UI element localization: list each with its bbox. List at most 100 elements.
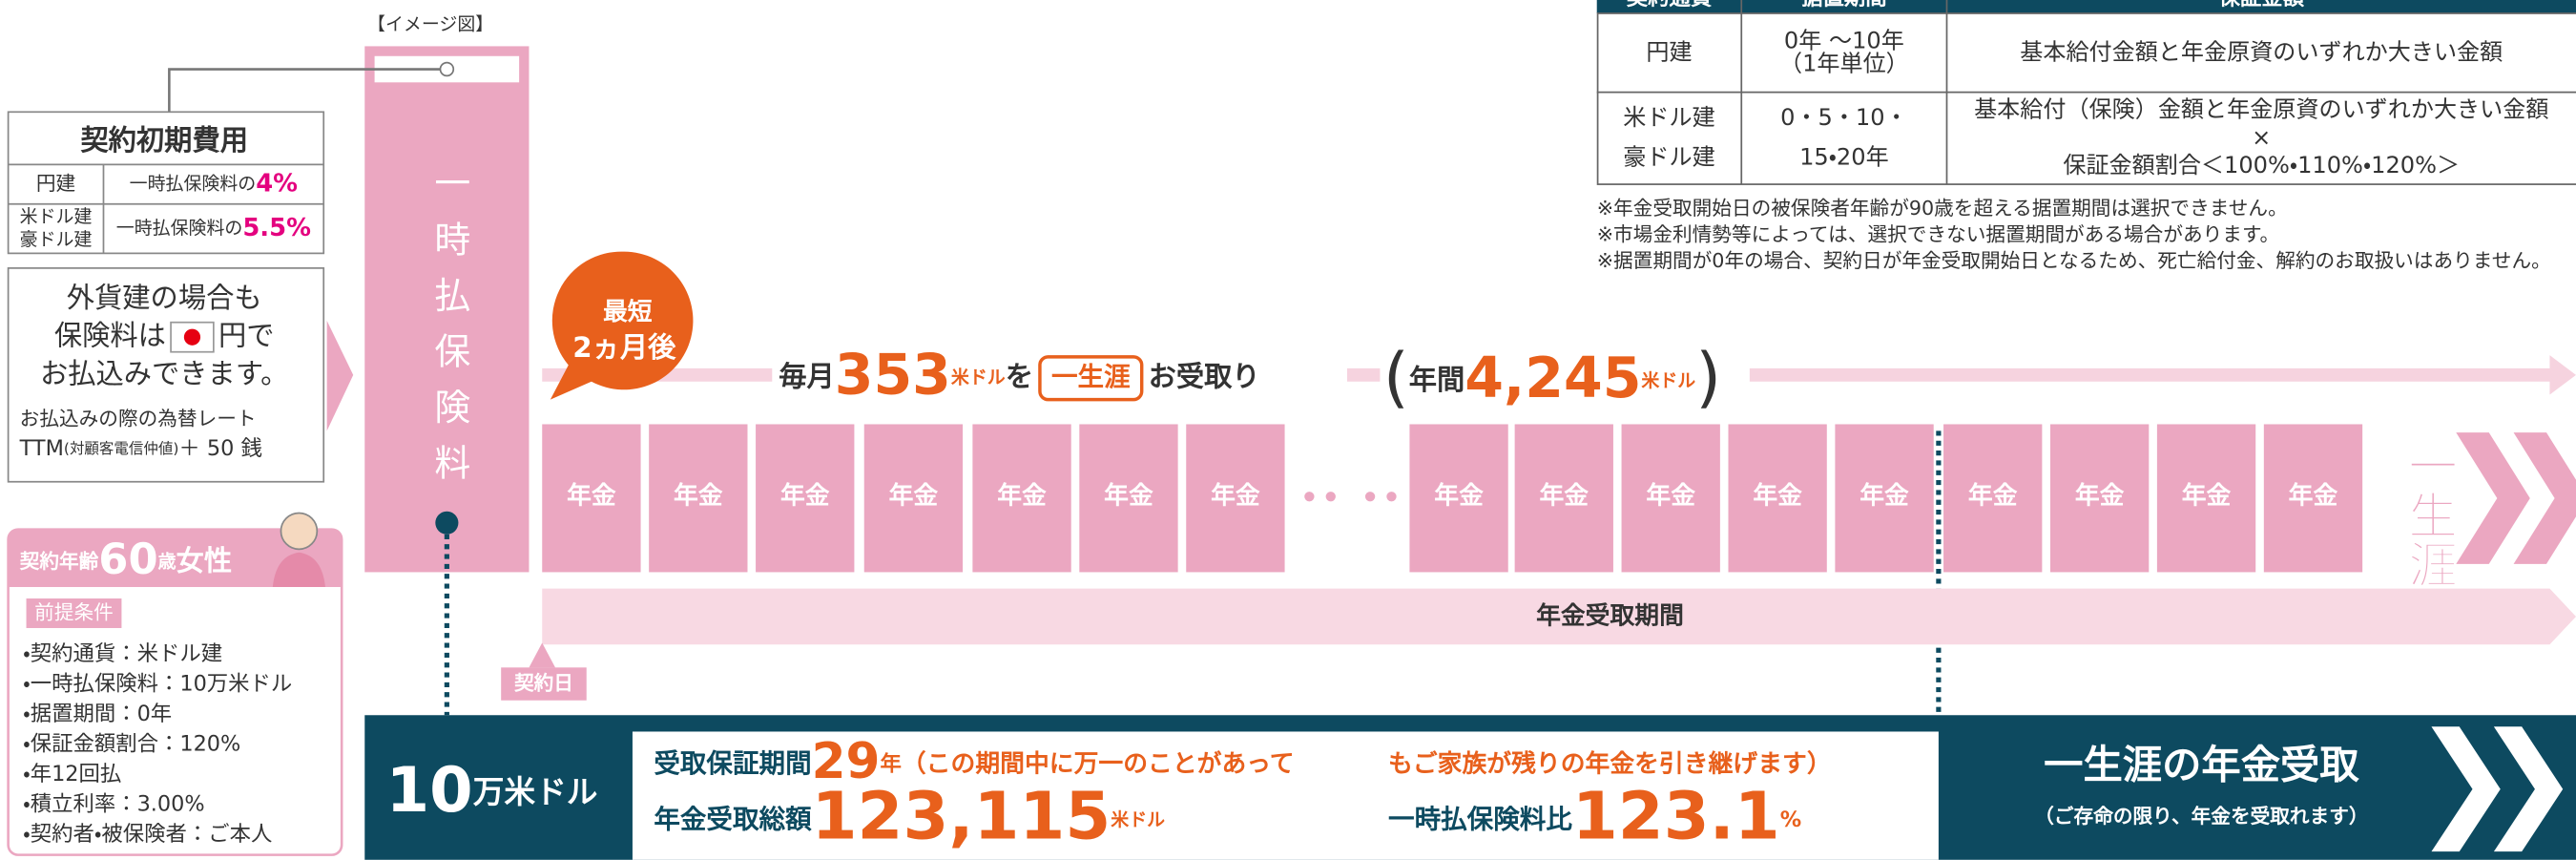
cost-rate: 一時払保険料の <box>116 218 243 239</box>
label: （この期間中に万一のことがあって <box>902 748 1295 778</box>
ellipsis-dot <box>1365 492 1375 501</box>
label: 米ドル <box>1641 369 1695 391</box>
cost-currency: 豪ドル建 <box>20 229 93 250</box>
pension-label: 年金 <box>567 481 616 511</box>
label: 123.1 <box>1572 778 1780 854</box>
contract-point <box>435 512 458 535</box>
label: 米ドル <box>1111 808 1165 830</box>
person-head <box>280 513 317 549</box>
cost-rate: 一時払保険料の <box>130 174 257 195</box>
label: 女性 <box>177 545 233 577</box>
label: 60 <box>98 534 157 584</box>
ellipsis-dot <box>1326 492 1336 501</box>
label: 米ドル <box>951 367 1006 388</box>
condition: ・保証金額割合：120% <box>23 732 240 757</box>
pension-label: 年金 <box>1104 481 1153 511</box>
jp-flag-sun <box>184 329 200 346</box>
note: ※市場金利情勢等によっては、選択できない据置期間がある場合があります。 <box>1597 222 2280 245</box>
lifetime-note: （ご存命の限り、年金を受取れます） <box>2034 805 2368 828</box>
label: ( <box>1383 340 1409 416</box>
condition: ・一時払保険料：10万米ドル <box>23 672 292 697</box>
contract-pin <box>529 642 555 667</box>
note-line: 外貨建の場合も <box>67 282 262 314</box>
bubble-text: 2ヵ月後 <box>572 331 676 364</box>
table-cell: 0・5・10・ <box>1780 104 1908 131</box>
pension-label: 年金 <box>1646 481 1695 511</box>
table-cell: （1年単位） <box>1779 50 1909 76</box>
lifetime-title: 一生涯の年金受取 <box>2044 742 2359 787</box>
label: ) <box>1695 340 1721 416</box>
pillar-dot <box>440 63 453 76</box>
label: 4,245 <box>1465 346 1641 410</box>
note-line: お払込みできます。 <box>40 357 288 389</box>
pension-label: 年金 <box>1968 481 2018 511</box>
table-cell: 豪ドル建 <box>1623 144 1714 171</box>
pension-label: 年金 <box>997 481 1047 511</box>
pension-label: 年金 <box>1539 481 1589 511</box>
ellipsis-dot <box>1304 492 1314 501</box>
pension-label: 年金 <box>2182 481 2232 511</box>
period-label: 年金受取期間 <box>1536 600 1684 630</box>
table-header: 契約通貨 <box>1627 0 1713 10</box>
condition: ・積立利率：3.00% <box>23 792 205 817</box>
table-cell: × <box>2252 124 2271 151</box>
table-cell: 保証金額割合＜100%・110%・120%＞ <box>2063 152 2460 178</box>
label: 年間 <box>1409 364 1465 396</box>
ellipsis-dot <box>1386 492 1396 501</box>
label: 年金受取総額 <box>654 804 812 834</box>
condition: ・年12回払 <box>23 762 121 787</box>
pension-label: 年金 <box>2289 481 2338 511</box>
lifetime-mark: 一生涯 <box>2399 441 2458 589</box>
label: 年 <box>881 750 902 776</box>
table-cell: 15・20年 <box>1799 144 1889 171</box>
cost-title: 契約初期費用 <box>80 124 248 157</box>
pension-label: 年金 <box>674 481 723 511</box>
guarantee-note: もご家族が残りの年金を引き継げます） <box>1388 748 1832 778</box>
table-cell: 基本給付（保険）金額と年金原資のいずれか大きい金額 <box>1974 96 2548 123</box>
lifetime-badge: 一生涯 <box>1051 362 1131 392</box>
label: 毎月 <box>779 361 835 393</box>
cost-rate: 5.5% <box>242 214 311 242</box>
chevron <box>327 321 354 430</box>
table-cell: 米ドル建 <box>1623 104 1714 131</box>
pillar-text: 一時払保険料 <box>428 164 470 499</box>
label: 保険料は <box>54 320 166 352</box>
pension-label: 年金 <box>1434 481 1484 511</box>
label: 受取保証期間 <box>654 748 811 779</box>
label: を <box>1006 361 1033 393</box>
conditions-title: 前提条件 <box>34 600 114 623</box>
cost-rate: 4% <box>256 170 298 199</box>
label: 123,115 <box>812 778 1111 854</box>
page: 契約通貨据置期間保証金額円建0年 ～10年（1年単位）基本給付金額と年金原資のい… <box>0 0 2576 860</box>
label: 契約年齢 <box>20 550 99 573</box>
bubble-text: 最短 <box>603 298 653 326</box>
label: ＋ 50 銭 <box>178 436 261 461</box>
pension-label: 年金 <box>889 481 939 511</box>
note-small: お払込みの際の為替レート <box>20 407 257 430</box>
table-header-bg <box>1597 0 2576 13</box>
label: お受取り <box>1149 361 1260 393</box>
label: TTM <box>19 436 64 461</box>
label: 万米ドル <box>473 774 598 810</box>
note: ※年金受取開始日の被保険者年齢が90歳を超える据置期間は選択できません。 <box>1597 197 2288 220</box>
table-header: 据置期間 <box>1801 0 1887 10</box>
note: ※据置期間が0年の場合、契約日が年金受取開始日となるため、死亡給付金、解約のお取… <box>1597 249 2551 272</box>
label: 10 <box>386 754 473 827</box>
pension-label: 年金 <box>1859 481 1909 511</box>
label: 歳 <box>158 552 177 573</box>
condition: ・契約者・被保険者：ご本人 <box>23 822 272 847</box>
note-line: 円で <box>218 320 275 352</box>
label: 一時払保険料比 <box>1388 804 1572 834</box>
table-header: 保証金額 <box>2217 0 2304 10</box>
image-label: 【イメージ図】 <box>367 14 493 35</box>
condition: ・契約通貨：米ドル建 <box>23 641 222 666</box>
pension-label: 年金 <box>1211 481 1260 511</box>
label: % <box>1780 808 1801 832</box>
cost-currency: 円建 <box>36 172 75 195</box>
table-cell: 基本給付金額と年金原資のいずれか大きい金額 <box>2020 38 2503 65</box>
pension-label: 年金 <box>1753 481 1802 511</box>
table-cell: 円建 <box>1646 38 1692 65</box>
condition: ・据置期間：0年 <box>23 702 172 726</box>
label: 353 <box>835 342 951 407</box>
label: (対顧客電信仲値) <box>64 440 178 457</box>
